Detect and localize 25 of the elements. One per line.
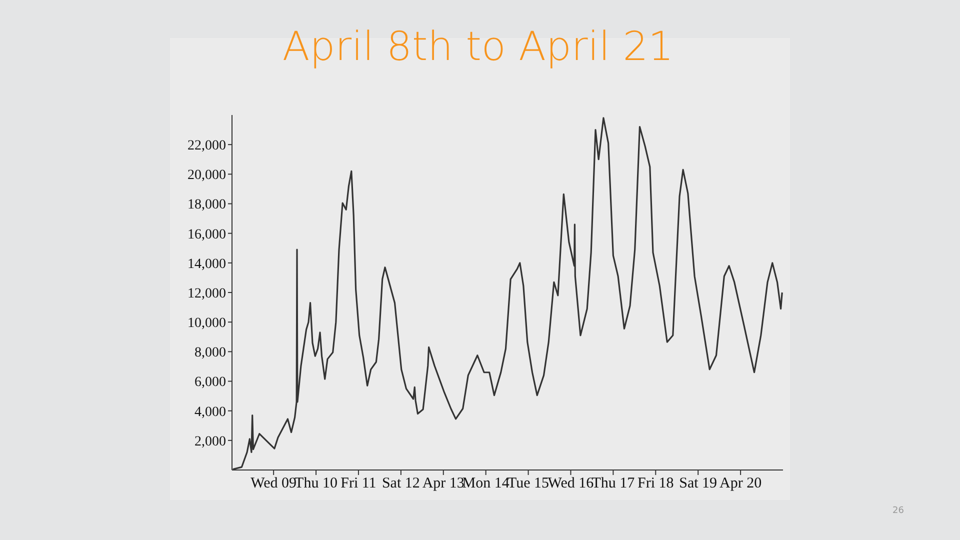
x-tick-label: Wed 09 <box>250 476 297 492</box>
y-tick-label: 10,000 <box>188 316 226 332</box>
x-tick-label: Apr 20 <box>720 476 762 492</box>
x-tick-label: Apr 13 <box>422 476 464 492</box>
x-tick-label: Mon 14 <box>462 476 510 492</box>
y-tick-label: 6,000 <box>194 375 226 390</box>
y-tick-label: 8,000 <box>194 346 226 361</box>
x-tick-label: Wed 16 <box>548 476 594 492</box>
x-tick-label: Tue 15 <box>508 476 550 492</box>
y-tick-label: 18,000 <box>188 198 226 213</box>
y-tick-label: 22,000 <box>188 138 226 154</box>
x-tick-label: Sat 19 <box>679 476 718 492</box>
y-tick-label: 12,000 <box>188 286 226 302</box>
y-tick-label: 2,000 <box>194 434 226 450</box>
chart-title: April 8th to April 21 <box>281 24 675 70</box>
x-tick-label: Thu 17 <box>592 476 636 492</box>
x-tick-label: Fri 11 <box>340 476 376 492</box>
y-tick-label: 14,000 <box>188 256 226 272</box>
y-tick-label: 4,000 <box>194 404 226 420</box>
y-tick-label: 20,000 <box>188 168 226 184</box>
y-tick-label: 16,000 <box>188 227 226 242</box>
x-tick-label: Thu 10 <box>294 476 338 492</box>
x-tick-label: Fri 18 <box>638 476 674 492</box>
text: 26 <box>892 506 904 516</box>
x-tick-label: Sat 12 <box>382 476 420 492</box>
